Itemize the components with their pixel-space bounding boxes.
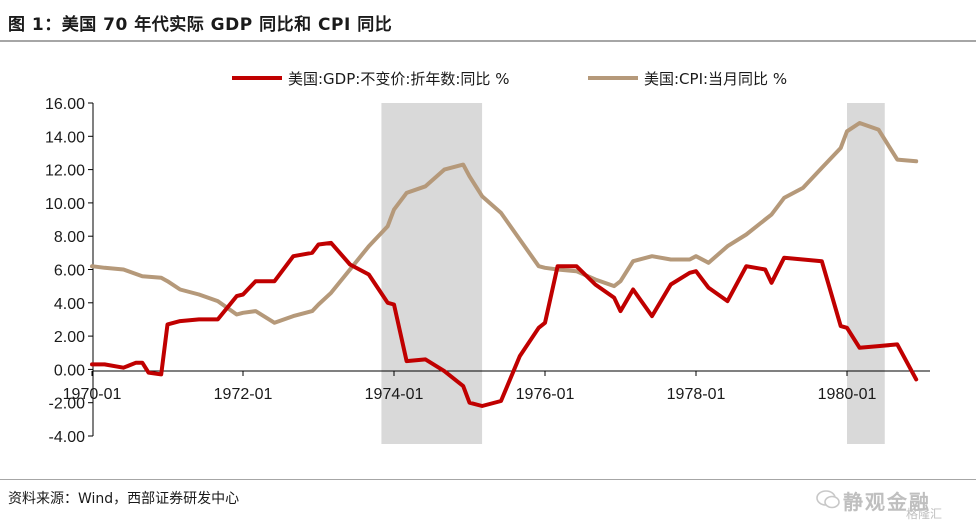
y-tick-label: 10.00 (45, 196, 85, 213)
y-tick-label: 6.00 (54, 263, 85, 280)
title-divider (0, 40, 976, 42)
y-tick-label: -4.00 (49, 429, 86, 446)
chart-title: 图 1：美国 70 年代实际 GDP 同比和 CPI 同比 (8, 15, 393, 35)
recession-band-2 (847, 103, 885, 444)
gdp-series-line (90, 240, 919, 408)
footer-divider (0, 479, 976, 480)
axes: 16.00 14.00 12.00 10.00 8.00 6.00 4.00 2.00 0.00… (45, 96, 930, 446)
legend: 美国:GDP:不变价:折年数:同比 % 美国:CPI:当月同比 % (232, 70, 787, 88)
y-tick-label: -2.00 (49, 396, 86, 413)
x-tick-label: 1980-01 (818, 386, 877, 403)
y-tick-label: 0.00 (54, 362, 85, 379)
watermark-badge: 格隆汇 (906, 507, 943, 521)
x-tick-label: 1976-01 (516, 386, 575, 403)
y-tick-label: 4.00 (54, 296, 85, 313)
x-tick-label: 1970-01 (63, 386, 122, 403)
legend-label-gdp: 美国:GDP:不变价:折年数:同比 % (288, 70, 509, 88)
y-tick-label: 12.00 (45, 163, 85, 180)
watermark-text: 静观金融 (843, 490, 931, 514)
legend-label-cpi: 美国:CPI:当月同比 % (644, 70, 787, 88)
series-lines (90, 121, 919, 408)
x-tick-label: 1972-01 (214, 386, 273, 403)
wechat-icon (816, 490, 840, 509)
source-note: 资料来源：Wind，西部证券研发中心 (8, 491, 240, 507)
x-tick-label: 1974-01 (365, 386, 424, 403)
line-chart: 16.00 14.00 12.00 10.00 8.00 6.00 4.00 2.00 0.00… (45, 70, 930, 446)
y-tick-label: 16.00 (45, 96, 85, 113)
y-tick-label: 2.00 (54, 329, 85, 346)
y-tick-label: 14.00 (45, 129, 85, 146)
x-tick-label: 1978-01 (667, 386, 726, 403)
cpi-series-line (90, 121, 919, 325)
recession-bands (381, 103, 885, 444)
y-tick-label: 8.00 (54, 229, 85, 246)
